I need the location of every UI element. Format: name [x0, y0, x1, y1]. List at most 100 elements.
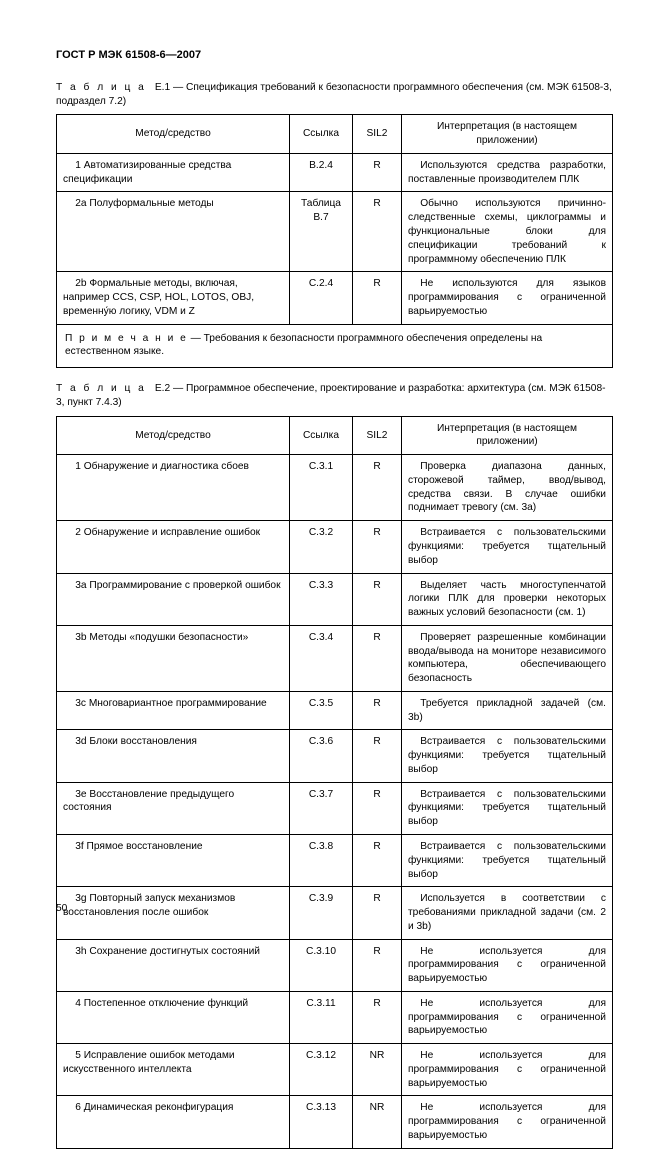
cell-ref: С.3.3: [290, 573, 353, 625]
cell-sil: R: [353, 730, 402, 782]
cell-ref: С.3.7: [290, 782, 353, 834]
cell-ref: С.3.2: [290, 521, 353, 573]
note-prefix: П р и м е ч а н и е: [65, 333, 188, 344]
cell-method: 6 Динамическая реконфигурация: [57, 1096, 290, 1148]
table-row: 3g Повторный запуск механизмов восстанов…: [57, 887, 613, 939]
header-ref: Ссылка: [290, 115, 353, 154]
cell-method: 2 Обнаружение и исправление ошибок: [57, 521, 290, 573]
table-row: 4 Постепенное отключение функций С.3.11 …: [57, 991, 613, 1043]
cell-sil: NR: [353, 1044, 402, 1096]
cell-interp: Не используется для программирования с о…: [402, 1096, 613, 1148]
cell-method: 3c Многовариантное программирование: [57, 691, 290, 730]
cell-interp: Обычно используются причинно-следственны…: [402, 192, 613, 272]
cell-interp: Встраивается с пользовательскими функция…: [402, 835, 613, 887]
cell-sil: R: [353, 691, 402, 730]
cell-method: 3e Восстановление предыдущего состояния: [57, 782, 290, 834]
cell-sil: R: [353, 835, 402, 887]
cell-sil: R: [353, 521, 402, 573]
cell-sil: NR: [353, 1096, 402, 1148]
cell-sil: R: [353, 887, 402, 939]
header-method: Метод/средство: [57, 115, 290, 154]
cell-interp: Не используется для программирования с о…: [402, 991, 613, 1043]
cell-interp: Проверка диапазона данных, сторожевой та…: [402, 455, 613, 521]
cell-sil: R: [353, 272, 402, 324]
cell-ref: С.3.4: [290, 625, 353, 691]
cell-ref: С.3.10: [290, 939, 353, 991]
table-row: 3h Сохранение достигнутых состояний С.3.…: [57, 939, 613, 991]
table-e1-caption: Т а б л и ц а Е.1 — Спецификация требова…: [56, 81, 613, 109]
cell-ref: В.2.4: [290, 153, 353, 192]
cell-ref: С.2.4: [290, 272, 353, 324]
table-row: 1 Обнаружение и диагностика сбоев С.3.1 …: [57, 455, 613, 521]
cell-method: 3f Прямое восстановление: [57, 835, 290, 887]
table-e1-note: П р и м е ч а н и е — Требования к безоп…: [56, 324, 613, 369]
cell-method: 2а Полуформальные методы: [57, 192, 290, 272]
table-row: 3c Многовариантное программирование С.3.…: [57, 691, 613, 730]
cell-sil: R: [353, 782, 402, 834]
table-row: 3b Методы «подушки безопасности» С.3.4 R…: [57, 625, 613, 691]
cell-method: 3g Повторный запуск механизмов восстанов…: [57, 887, 290, 939]
cell-ref: С.3.11: [290, 991, 353, 1043]
cell-sil: R: [353, 455, 402, 521]
header-ref: Ссылка: [290, 416, 353, 455]
cell-interp: Выделяет часть многоступенчатой логики П…: [402, 573, 613, 625]
cell-method: 4 Постепенное отключение функций: [57, 991, 290, 1043]
cell-ref: С.3.13: [290, 1096, 353, 1148]
cell-interp: Проверяет разрешенные комбинации ввода/в…: [402, 625, 613, 691]
table-row: 2b Формальные методы, включая, например …: [57, 272, 613, 324]
cell-method: 3b Методы «подушки безопасности»: [57, 625, 290, 691]
header-sil: SIL2: [353, 115, 402, 154]
table-row: 2а Полуформальные методы Таблица В.7 R О…: [57, 192, 613, 272]
page-number: 50: [56, 902, 67, 916]
cell-method: 3h Сохранение достигнутых состояний: [57, 939, 290, 991]
header-interp: Интерпретация (в настоящем приложении): [402, 416, 613, 455]
cell-method: 1 Автоматизированные средства спецификац…: [57, 153, 290, 192]
cell-ref: С.3.5: [290, 691, 353, 730]
cell-ref: С.3.8: [290, 835, 353, 887]
cell-interp: Требуется прикладной задачей (см. 3b): [402, 691, 613, 730]
cell-interp: Не используются для языков программирова…: [402, 272, 613, 324]
table-row: 5 Исправление ошибок методами искусствен…: [57, 1044, 613, 1096]
cell-ref: С.3.9: [290, 887, 353, 939]
cell-ref: С.3.1: [290, 455, 353, 521]
cell-method: 1 Обнаружение и диагностика сбоев: [57, 455, 290, 521]
caption-number: Е.2: [155, 383, 170, 394]
cell-method: 3a Программирование с проверкой ошибок: [57, 573, 290, 625]
cell-sil: R: [353, 153, 402, 192]
cell-method: 3d Блоки восстановления: [57, 730, 290, 782]
header-sil: SIL2: [353, 416, 402, 455]
table-row: 2 Обнаружение и исправление ошибок С.3.2…: [57, 521, 613, 573]
table-row: 6 Динамическая реконфигурация С.3.13 NR …: [57, 1096, 613, 1148]
header-method: Метод/средство: [57, 416, 290, 455]
cell-sil: R: [353, 939, 402, 991]
cell-method: 5 Исправление ошибок методами искусствен…: [57, 1044, 290, 1096]
document-page: ГОСТ Р МЭК 61508-6—2007 Т а б л и ц а Е.…: [0, 0, 661, 936]
table-e2: Метод/средство Ссылка SIL2 Интерпретация…: [56, 416, 613, 1149]
cell-interp: Используется в соответствии с требования…: [402, 887, 613, 939]
header-interp: Интерпретация (в настоящем приложении): [402, 115, 613, 154]
caption-prefix: Т а б л и ц а: [56, 383, 146, 394]
table-row: 3a Программирование с проверкой ошибок С…: [57, 573, 613, 625]
cell-sil: R: [353, 625, 402, 691]
cell-ref: Таблица В.7: [290, 192, 353, 272]
caption-prefix: Т а б л и ц а: [56, 82, 146, 93]
caption-number: Е.1: [155, 82, 170, 93]
cell-interp: Встраивается с пользовательскими функция…: [402, 730, 613, 782]
table-header-row: Метод/средство Ссылка SIL2 Интерпретация…: [57, 115, 613, 154]
cell-interp: Не используется для программирования с о…: [402, 939, 613, 991]
document-title: ГОСТ Р МЭК 61508-6—2007: [56, 48, 613, 63]
table-header-row: Метод/средство Ссылка SIL2 Интерпретация…: [57, 416, 613, 455]
table-row: 1 Автоматизированные средства спецификац…: [57, 153, 613, 192]
table-row: 3d Блоки восстановления С.3.6 R Встраива…: [57, 730, 613, 782]
cell-ref: С.3.12: [290, 1044, 353, 1096]
cell-method: 2b Формальные методы, включая, например …: [57, 272, 290, 324]
cell-interp: Используются средства разработки, постав…: [402, 153, 613, 192]
cell-interp: Встраивается с пользовательскими функция…: [402, 782, 613, 834]
table-e1: Метод/средство Ссылка SIL2 Интерпретация…: [56, 114, 613, 324]
cell-interp: Встраивается с пользовательскими функция…: [402, 521, 613, 573]
table-row: 3e Восстановление предыдущего состояния …: [57, 782, 613, 834]
cell-interp: Не используется для программирования с о…: [402, 1044, 613, 1096]
cell-sil: R: [353, 192, 402, 272]
table-row: 3f Прямое восстановление С.3.8 R Встраив…: [57, 835, 613, 887]
table-e2-caption: Т а б л и ц а Е.2 — Программное обеспече…: [56, 382, 613, 410]
